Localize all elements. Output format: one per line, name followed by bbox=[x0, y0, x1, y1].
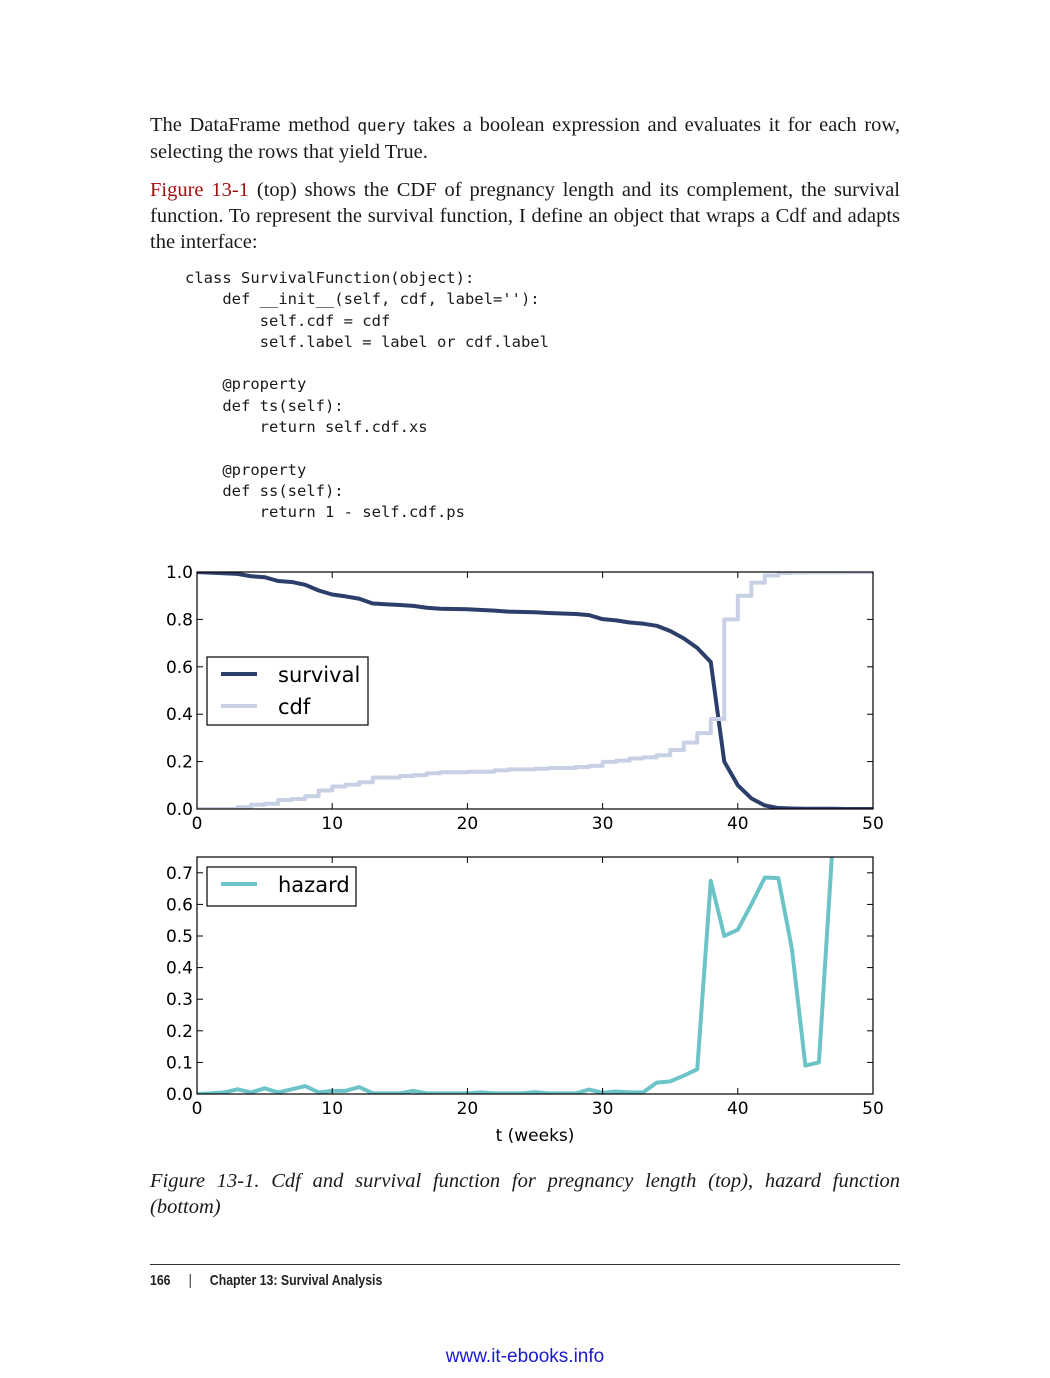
figure-caption: Figure 13-1. Cdf and survival function f… bbox=[150, 1170, 900, 1218]
paragraph-figure-intro: Figure 13-1 (top) shows the CDF of pregn… bbox=[150, 177, 900, 255]
page-footer: 166 | Chapter 13: Survival Analysis bbox=[150, 1272, 382, 1289]
paragraph-text: The DataFrame method bbox=[150, 114, 358, 136]
legend-label-survival: survival bbox=[278, 663, 360, 687]
x-tick-label: 40 bbox=[727, 814, 749, 834]
footer-separator: | bbox=[188, 1272, 192, 1289]
chapter-title: Chapter 13: Survival Analysis bbox=[209, 1272, 383, 1289]
x-tick-label: 10 bbox=[321, 1099, 343, 1119]
axes-frame bbox=[196, 856, 874, 1095]
y-tick-label: 0.0 bbox=[166, 800, 193, 820]
y-tick-label: 0.2 bbox=[166, 1022, 193, 1042]
legend-label-hazard: hazard bbox=[278, 873, 350, 897]
paragraph-text: (top) shows the CDF of pregnancy length … bbox=[150, 179, 900, 253]
footer-rule bbox=[150, 1264, 900, 1265]
y-tick-label: 0.2 bbox=[166, 753, 193, 773]
series-line-cdf bbox=[197, 572, 873, 809]
x-tick-label: 50 bbox=[862, 1099, 884, 1119]
x-tick-label: 30 bbox=[592, 1099, 614, 1119]
axes-frame bbox=[196, 571, 874, 810]
x-tick-label: 30 bbox=[592, 814, 614, 834]
paragraph-query: The DataFrame method query takes a boole… bbox=[150, 112, 900, 165]
y-tick-label: 0.4 bbox=[166, 705, 193, 725]
legend-box bbox=[206, 656, 369, 726]
x-tick-label: 0 bbox=[192, 1099, 203, 1119]
figure-13-1-plots: 0 10 20 30 40 50 0.0 0.2 0.4 0.6 0.8 1.0 survival cdf… bbox=[166, 563, 884, 1146]
y-tick-label: 0.1 bbox=[166, 1053, 193, 1073]
plot-panel-2: 0 10 20 30 40 50 0.0 0.1 0.2 0.3 0.4 0.5 0.6 0.7 t (we… bbox=[166, 856, 884, 1146]
y-tick-label: 0.5 bbox=[166, 927, 193, 947]
y-tick-label: 0.3 bbox=[166, 990, 193, 1010]
page-number: 166 bbox=[150, 1272, 171, 1289]
x-tick-label: 10 bbox=[321, 814, 343, 834]
x-tick-label: 0 bbox=[192, 814, 203, 834]
y-tick-label: 0.0 bbox=[166, 1085, 193, 1105]
x-tick-label: 20 bbox=[457, 814, 479, 834]
watermark-link[interactable]: www.it-ebooks.info bbox=[445, 1346, 605, 1367]
code-block: class SurvivalFunction(object): def __in… bbox=[185, 269, 549, 522]
y-tick-label: 1.0 bbox=[166, 563, 193, 583]
series-line-hazard bbox=[197, 857, 834, 1094]
x-tick-label: 40 bbox=[727, 1099, 749, 1119]
series-line-survival bbox=[197, 572, 873, 809]
y-tick-label: 0.7 bbox=[166, 864, 193, 884]
legend-label-cdf: cdf bbox=[278, 695, 311, 719]
legend-box bbox=[206, 866, 357, 907]
inline-code-query: query bbox=[357, 116, 406, 135]
paragraph-text: takes a boolean expression and evaluates… bbox=[150, 114, 900, 163]
x-axis-label: t (weeks) bbox=[496, 1126, 575, 1146]
figure-reference-link[interactable]: Figure 13-1 bbox=[150, 179, 249, 201]
x-tick-label: 50 bbox=[862, 814, 884, 834]
y-tick-label: 0.4 bbox=[166, 959, 193, 979]
y-tick-label: 0.6 bbox=[166, 658, 193, 678]
x-tick-label: 20 bbox=[457, 1099, 479, 1119]
plot-panel-1: 0 10 20 30 40 50 0.0 0.2 0.4 0.6 0.8 1.0 survival cdf bbox=[166, 563, 884, 834]
y-tick-label: 0.8 bbox=[166, 610, 193, 630]
y-tick-label: 0.6 bbox=[166, 895, 193, 915]
